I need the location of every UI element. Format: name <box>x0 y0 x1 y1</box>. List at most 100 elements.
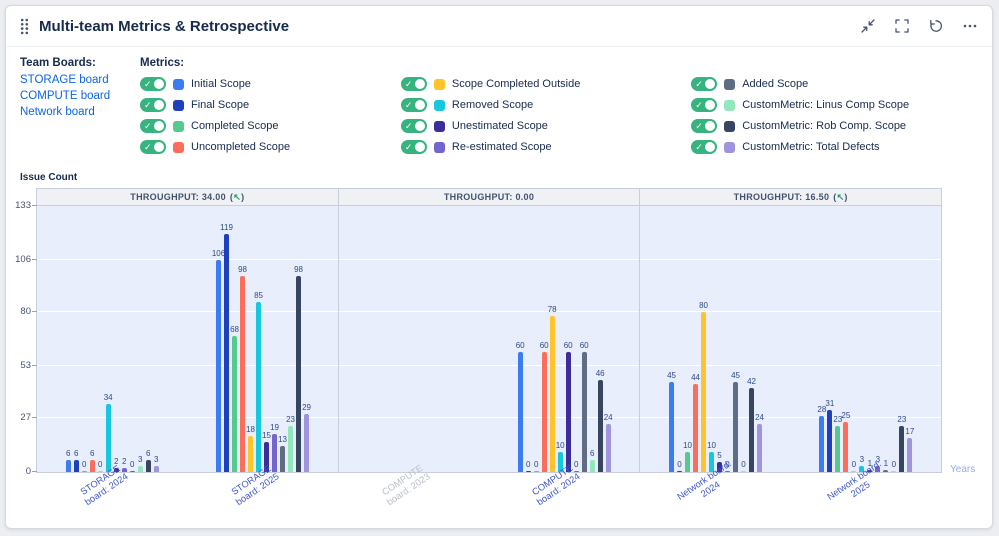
bar-group-storage-board-2025: 106 119 68 98 18 85 15 19 13 23 98 29 <box>212 223 311 472</box>
bar-group-storage-board-2024: 6 6 0 6 0 34 2 2 0 3 6 3 <box>64 393 160 472</box>
legend-item-completed-scope: ✓ Completed Scope <box>140 119 359 133</box>
bar-custommetric-total-defects: 29 <box>302 403 311 472</box>
bar-value: 31 <box>825 399 835 408</box>
metric-toggle-re-estimated-scope[interactable]: ✓ <box>400 140 427 154</box>
more-options-button[interactable] <box>962 18 978 34</box>
bar-group-slot: 28 31 23 25 0 3 1 3 1 0 23 17 Network board: 2025 <box>791 206 941 502</box>
x-axis-title: Years <box>950 464 976 475</box>
throughput-label: THROUGHPUT: 0.00 <box>443 192 535 202</box>
bar-initial-scope: 60 <box>516 341 525 472</box>
metric-toggle-removed-scope[interactable]: ✓ <box>400 98 427 112</box>
metric-toggle-uncompleted-scope[interactable]: ✓ <box>140 140 166 154</box>
metric-toggle-completed-scope[interactable]: ✓ <box>140 119 166 133</box>
fullscreen-button[interactable] <box>894 18 910 34</box>
bar-scope-completed-outside: 0 <box>851 460 857 472</box>
team-board-link-compute-board[interactable]: COMPUTE board <box>20 90 111 102</box>
metric-toggle-custommetric-linus-comp-scope[interactable]: ✓ <box>691 98 718 112</box>
bar-value: 60 <box>563 341 573 350</box>
legend-item-added-scope: ✓ Added Scope <box>691 77 978 91</box>
trend-indicator: (↖) <box>833 191 848 202</box>
legend-item-initial-scope: ✓ Initial Scope <box>140 77 359 91</box>
toggle-knob <box>414 142 425 152</box>
legend-item-uncompleted-scope: ✓ Uncompleted Scope <box>140 140 359 154</box>
bar-value: 0 <box>97 459 103 469</box>
bar-value: 6 <box>89 449 95 458</box>
bar-scope-completed-outside: 0 <box>97 460 103 472</box>
panel-body: 45 0 10 44 80 10 5 0 45 0 42 24 Network board: 2024 2… <box>639 206 941 502</box>
legend-grid: ✓ Initial Scope ✓ Final Scope ✓ Completed Sco… <box>140 74 978 157</box>
toggle-knob <box>705 142 716 152</box>
legend-item-scope-completed-outside: ✓ Scope Completed Outside <box>400 77 649 91</box>
legend-item-final-scope: ✓ Final Scope <box>140 98 359 112</box>
toggle-check-icon: ✓ <box>404 142 413 152</box>
bar-added-scope: 60 <box>580 341 589 472</box>
throughput-label: THROUGHPUT: 34.00 <box>130 192 226 202</box>
panel-body: COMPUTE board: 2023 60 0 0 60 78 10 60 0 60 6 46 24 C… <box>337 206 640 507</box>
bar-custommetric-total-defects: 3 <box>153 455 159 472</box>
y-tick-mark <box>32 365 37 366</box>
bar-value: 80 <box>699 301 708 310</box>
team-boards-list: STORAGE board COMPUTE board Network board <box>20 72 140 120</box>
bar-scope-completed-outside: 78 <box>548 305 557 472</box>
bar-unestimated-scope: 5 <box>717 451 723 472</box>
bar-value: 24 <box>603 413 613 422</box>
metrics-widget: Multi-team Metrics & Retrospective <box>5 5 993 529</box>
metric-toggle-custommetric-rob-comp-scope[interactable]: ✓ <box>691 119 718 133</box>
metric-toggle-added-scope[interactable]: ✓ <box>691 77 718 91</box>
bar-custommetric-rob-comp-scope: 98 <box>294 265 303 472</box>
team-board-link-network-board[interactable]: Network board <box>20 106 95 118</box>
x-axis-label-compute-board-2023: COMPUTE board: 2023 <box>380 462 432 507</box>
bar-value: 10 <box>683 441 692 450</box>
y-tick-mark <box>32 471 37 472</box>
metric-toggle-scope-completed-outside[interactable]: ✓ <box>400 77 427 91</box>
bar-re-estimated-scope: 0 <box>573 460 579 472</box>
bar-removed-scope: 10 <box>707 441 716 472</box>
bar-initial-scope: 6 <box>65 449 71 472</box>
team-boards-label: Team Boards: <box>20 57 96 69</box>
legend-item-unestimated-scope: ✓ Unestimated Scope <box>400 119 649 133</box>
legend-swatch <box>724 99 736 111</box>
bar-value: 15 <box>262 431 271 440</box>
bar-value: 0 <box>533 459 539 469</box>
bar-completed-scope: 0 <box>533 460 539 472</box>
legend-swatch <box>724 141 736 153</box>
panel-header: THROUGHPUT: 0.00 <box>337 189 640 205</box>
bar-completed-scope: 68 <box>230 325 239 472</box>
legend-swatch <box>433 99 445 111</box>
bar-uncompleted-scope: 98 <box>238 265 247 472</box>
bar-value: 23 <box>897 415 907 424</box>
bar-value: 68 <box>230 325 239 334</box>
bar-custommetric-total-defects: 17 <box>905 427 914 472</box>
legend-label: Initial Scope <box>191 78 251 90</box>
collapse-button[interactable] <box>860 18 876 34</box>
bar-group-network-board-2024: 45 0 10 44 80 10 5 0 45 0 42 24 <box>667 301 764 472</box>
bar-final-scope: 119 <box>220 223 233 472</box>
bar-added-scope: 1 <box>883 459 889 472</box>
bar-initial-scope: 45 <box>667 371 676 472</box>
toggle-knob <box>414 79 425 89</box>
bar-custommetric-rob-comp-scope: 42 <box>747 377 756 472</box>
metric-toggle-custommetric-total-defects[interactable]: ✓ <box>691 140 718 154</box>
y-tick-label: 133 <box>15 200 31 211</box>
y-tick-mark <box>32 417 37 418</box>
drag-handle-icon[interactable] <box>20 18 29 35</box>
bar-removed-scope: 34 <box>104 393 113 472</box>
metric-toggle-initial-scope[interactable]: ✓ <box>140 77 166 91</box>
legend-label: Removed Scope <box>451 99 534 111</box>
bar-final-scope: 0 <box>525 460 531 472</box>
bar-custommetric-linus-comp-scope: 0 <box>741 460 747 472</box>
grid-layer <box>37 206 941 472</box>
bar-removed-scope: 85 <box>254 291 263 472</box>
history-button[interactable] <box>928 18 944 34</box>
bar-value: 1 <box>867 459 873 468</box>
team-board-link-storage-board[interactable]: STORAGE board <box>20 74 109 86</box>
metric-toggle-unestimated-scope[interactable]: ✓ <box>400 119 427 133</box>
legend-item-custommetric-linus-comp-scope: ✓ CustomMetric: Linus Comp Scope <box>691 98 978 112</box>
bar-added-scope: 45 <box>731 371 740 472</box>
bar-value: 13 <box>278 435 287 444</box>
metric-toggle-final-scope[interactable]: ✓ <box>140 98 166 112</box>
plot-frame: THROUGHPUT: 34.00 (↖) THROUGHPUT: 0.00 THRO… <box>15 188 942 507</box>
y-axis-title: Issue Count <box>20 172 78 183</box>
bar-value: 2 <box>113 457 119 466</box>
bar-value: 60 <box>579 341 589 350</box>
